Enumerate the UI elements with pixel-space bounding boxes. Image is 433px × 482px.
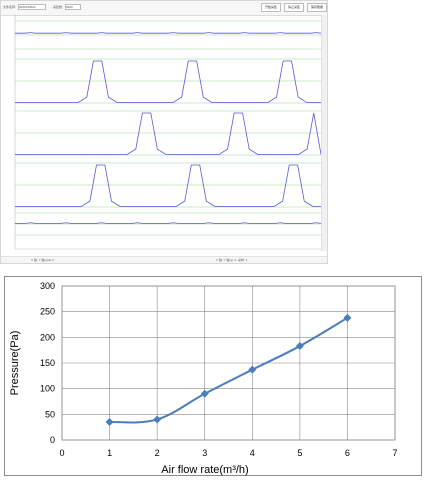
- filename-value: 2021040602: [19, 5, 36, 9]
- y-tick-label: 150: [40, 358, 55, 368]
- channel-trace: [15, 164, 321, 207]
- save-button[interactable]: 保存数据: [307, 3, 327, 12]
- channel-ch3: [15, 110, 322, 156]
- x-tick-label: 3: [202, 448, 207, 458]
- y-tick-label: 0: [50, 435, 55, 445]
- filename-input[interactable]: 2021040602: [18, 4, 46, 10]
- y-tick-label: 250: [40, 307, 55, 317]
- channel-trace: [15, 222, 322, 224]
- sample-count-value: 5000: [66, 5, 73, 9]
- start-button[interactable]: 开始采集: [261, 3, 281, 12]
- y-tick-label: 50: [45, 409, 55, 419]
- y-tick-label: 300: [40, 281, 55, 291]
- status-bar: X 轴: Y 轴(gpa) 0 X 轴: Y 轴(g): 0, 采样: 1: [1, 256, 327, 263]
- series-line: [109, 316, 348, 424]
- filename-label: 文件名称:: [3, 5, 16, 9]
- channel-ch4: [15, 162, 321, 208]
- vertical-scrollbar[interactable]: [321, 15, 327, 251]
- x-tick-label: 6: [345, 448, 350, 458]
- chart-border: [4, 276, 422, 476]
- y-tick-label: 100: [40, 384, 55, 394]
- status-right-text: X 轴: Y 轴(g): 0, 采样: 1: [216, 258, 248, 262]
- data-point: [105, 418, 114, 427]
- x-tick-label: 1: [107, 448, 112, 458]
- y-axis-label: Pressure(Pa): [9, 331, 21, 396]
- sample-count-label: 采集数:: [53, 5, 63, 9]
- channel-ch5: [15, 212, 322, 236]
- x-axis-label: Air flow rate(m³/h): [161, 464, 248, 476]
- data-point: [343, 313, 352, 322]
- x-tick-label: 5: [297, 448, 302, 458]
- stop-button[interactable]: 停止采集: [284, 3, 304, 12]
- x-tick-label: 7: [392, 448, 397, 458]
- channel-trace: [15, 112, 322, 155]
- x-tick-label: 4: [250, 448, 255, 458]
- sample-count-input[interactable]: 5000: [65, 4, 81, 10]
- data-point: [248, 365, 257, 374]
- channel-trace: [15, 60, 321, 103]
- data-point: [200, 389, 209, 398]
- status-left-text: X 轴: Y 轴(gpa) 0: [31, 258, 54, 262]
- x-tick-label: 2: [155, 448, 160, 458]
- data-point: [153, 415, 162, 424]
- channel-ch2: [15, 58, 321, 104]
- channel-trace: [15, 32, 322, 34]
- toolbar: 文件名称: 2021040602 采集数: 5000 开始采集 停止采集 保存数…: [1, 1, 327, 16]
- multichannel-scope: [14, 15, 322, 250]
- data-point: [295, 342, 304, 351]
- channel-ch1: [15, 20, 322, 50]
- pressure-chart: 0 1 2 3 4 5 6 7 0 50 100 150 200 250 300 Air flow rate(…: [9, 281, 398, 476]
- y-tick-label: 200: [40, 332, 55, 342]
- signal-monitor-window: 文件名称: 2021040602 采集数: 5000 开始采集 停止采集 保存数…: [0, 0, 328, 264]
- x-tick-label: 0: [59, 448, 64, 458]
